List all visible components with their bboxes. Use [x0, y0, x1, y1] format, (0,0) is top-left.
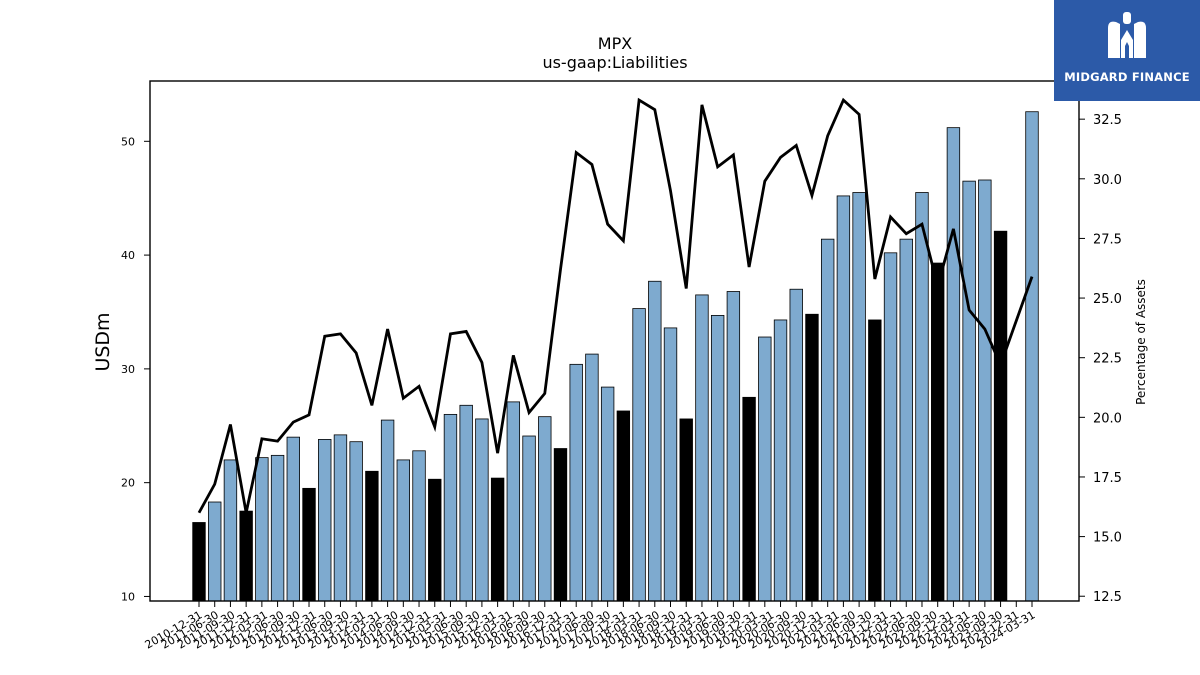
bar [255, 457, 269, 602]
plot-frame [149, 80, 1080, 602]
bar [758, 336, 772, 602]
bar [239, 510, 253, 602]
bar [883, 252, 898, 602]
bar [899, 238, 913, 602]
bar [475, 418, 489, 602]
y2-axis-label: Percentage of Assets [1134, 279, 1148, 405]
chart-subtitle: us-gaap:Liabilities [542, 53, 687, 72]
bar [648, 280, 662, 602]
bar [946, 127, 961, 602]
y2-tick-label: 30.0 [1093, 173, 1122, 188]
y2-tick-label: 20.0 [1093, 411, 1122, 426]
y-tick-label: 30 [121, 363, 135, 376]
bar [208, 501, 222, 602]
midgard-m-logo-icon [1108, 12, 1146, 59]
bar [773, 319, 788, 602]
bar [868, 319, 882, 602]
chart-title: MPX [598, 34, 632, 53]
bar [962, 180, 976, 602]
bar [538, 416, 552, 602]
bar [695, 294, 709, 602]
bar [349, 441, 363, 602]
pct-of-assets-line [197, 97, 1034, 514]
bar [805, 313, 819, 602]
bar [820, 238, 835, 602]
bar [553, 448, 568, 602]
bar [396, 459, 410, 602]
bar [380, 419, 395, 602]
y2-tick-label: 27.5 [1093, 232, 1122, 247]
bar [192, 522, 206, 602]
brand-logo-box: MIDGARD FINANCE [1054, 0, 1200, 101]
y-axis-label: USDm [92, 312, 114, 371]
bar [726, 291, 741, 602]
right-axis: 12.5 15.0 17.5 20.0 22.5 25.0 27.5 30.0 32.5 [1079, 113, 1122, 605]
bar [710, 314, 725, 602]
line-series [197, 97, 1034, 514]
bar [333, 434, 348, 602]
bar [663, 327, 678, 602]
bar [318, 439, 332, 602]
bar [978, 179, 992, 602]
bar [789, 288, 803, 602]
bar [993, 230, 1008, 602]
bar [915, 192, 929, 602]
bar [428, 478, 442, 602]
bar [836, 195, 851, 602]
y2-tick-label: 12.5 [1093, 590, 1122, 605]
bar [931, 262, 945, 602]
bar [585, 353, 599, 602]
bar [302, 487, 316, 602]
bar [679, 418, 693, 602]
bar [852, 192, 866, 602]
y-tick-label: 40 [121, 249, 135, 262]
bar [365, 470, 379, 602]
y2-tick-label: 25.0 [1093, 292, 1122, 307]
y2-tick-label: 17.5 [1093, 471, 1122, 486]
y2-tick-label: 15.0 [1093, 531, 1122, 546]
bar [270, 454, 285, 602]
bar [522, 435, 536, 602]
bar [490, 477, 505, 602]
bar [223, 459, 238, 602]
bar [616, 410, 631, 602]
left-axis: 10 20 30 40 50 [121, 135, 150, 603]
y-tick-label: 50 [121, 135, 135, 148]
y2-tick-label: 22.5 [1093, 352, 1122, 367]
y-tick-label: 10 [121, 590, 135, 603]
bar [742, 396, 756, 602]
bar [412, 450, 426, 602]
x-axis: 2010-12-312011-06-302011-09-302011-12-31… [143, 601, 1038, 652]
y-tick-label: 20 [121, 477, 135, 490]
bar [459, 404, 473, 602]
bar [632, 308, 646, 602]
brand-name: MIDGARD FINANCE [1064, 70, 1190, 84]
bar [1025, 111, 1039, 602]
bar [506, 401, 521, 602]
y2-tick-label: 32.5 [1093, 113, 1122, 128]
bar [600, 386, 615, 602]
bar [286, 436, 300, 602]
bar [569, 363, 583, 602]
bar [443, 413, 458, 602]
